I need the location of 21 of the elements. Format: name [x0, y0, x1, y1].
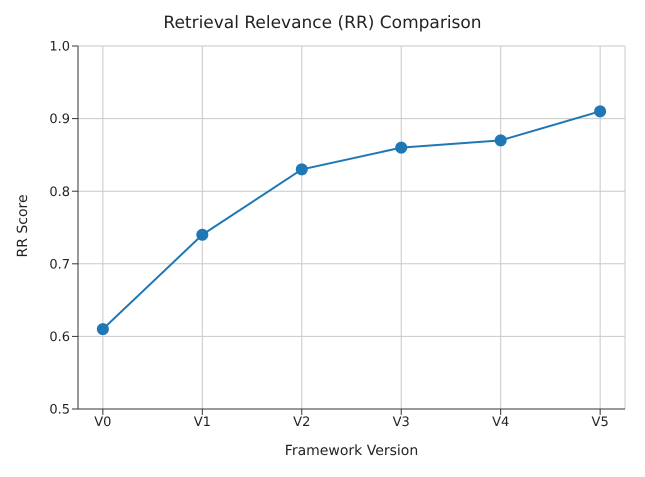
- x-tick-label: V3: [392, 415, 410, 430]
- x-tick-label: V2: [293, 415, 310, 430]
- x-tick-label: V5: [592, 415, 609, 430]
- y-tick-label: 0.6: [49, 330, 70, 346]
- point: [494, 134, 507, 146]
- x-tick-label: V0: [94, 415, 112, 430]
- chart-title: Retrieval Relevance (RR) Comparison: [162, 12, 483, 35]
- y-tick-label: 0.5: [49, 402, 70, 418]
- point: [296, 163, 308, 176]
- point: [594, 105, 606, 118]
- y-tick-label: 0.9: [49, 112, 70, 128]
- point: [395, 142, 408, 154]
- y-tick-label: 0.8: [49, 184, 70, 200]
- x-tick-label: V4: [492, 415, 510, 430]
- point: [96, 323, 109, 336]
- y-tick-label: 0.7: [49, 257, 70, 272]
- y-axis-title: RR Score: [14, 194, 31, 258]
- x-tick-label: V1: [194, 415, 211, 430]
- x-axis-title: Framework Version: [284, 443, 418, 459]
- y-tick-label: 1.0: [49, 40, 70, 55]
- point: [196, 228, 208, 241]
